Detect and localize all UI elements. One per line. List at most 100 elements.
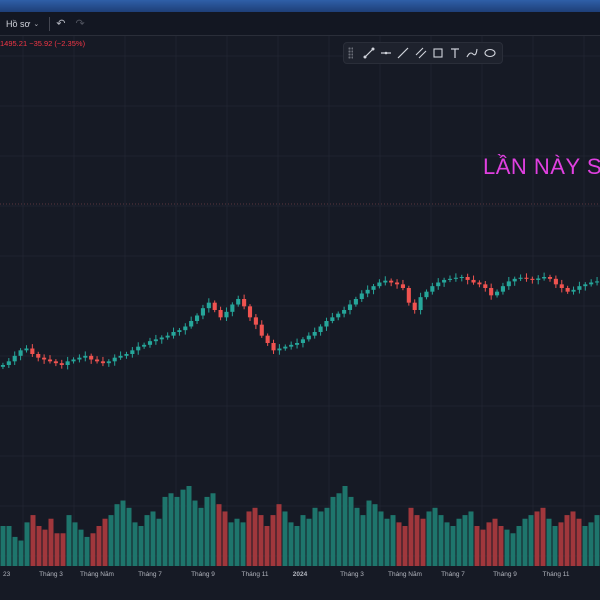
volume-bar: [258, 515, 264, 566]
horizontal-line-icon[interactable]: [378, 44, 394, 62]
candle-body: [571, 289, 576, 292]
candle-body: [230, 304, 235, 312]
volume-bar: [216, 504, 222, 566]
candle-body: [12, 355, 17, 362]
candle-body: [36, 354, 41, 358]
candle-body: [424, 291, 429, 298]
rectangle-icon[interactable]: [430, 44, 446, 62]
volume-bar: [42, 529, 48, 566]
volume-bar: [522, 518, 528, 566]
trend-line-icon[interactable]: [360, 44, 376, 62]
candle-body: [530, 278, 535, 280]
undo-icon[interactable]: ↶: [56, 18, 66, 30]
volume-bar: [306, 518, 312, 566]
profile-label: Hồ sơ: [6, 18, 31, 29]
candle-body: [400, 284, 405, 288]
volume-bar: [564, 515, 570, 566]
volume-bar: [312, 507, 318, 566]
volume-bar: [264, 526, 270, 566]
candle-body: [324, 321, 329, 327]
candle-body: [95, 359, 100, 362]
volume-bar: [192, 500, 198, 566]
candle-body: [418, 297, 423, 310]
volume-bar: [96, 526, 102, 566]
candle-body: [336, 313, 341, 318]
candle-body: [65, 361, 70, 365]
candle-body: [483, 284, 488, 288]
volume-bar: [48, 518, 54, 566]
brush-icon[interactable]: [464, 44, 480, 62]
candle-body: [347, 304, 353, 310]
candle-body: [242, 299, 247, 307]
candle-body: [312, 332, 317, 336]
chart-text-annotation[interactable]: LẦN NÀY S: [483, 154, 600, 179]
volume-bar: [504, 529, 510, 566]
candle-body: [547, 277, 553, 279]
price-change-readout: 1495.21 −35.92 (−2.35%): [0, 39, 86, 48]
profile-dropdown[interactable]: Hồ sơ ⌄: [2, 19, 43, 29]
parallel-channel-icon[interactable]: [412, 44, 428, 62]
candle-body: [459, 277, 464, 278]
redo-icon[interactable]: ↷: [75, 18, 85, 30]
candle-body: [559, 284, 564, 288]
text-icon[interactable]: [447, 44, 463, 62]
volume-bar: [228, 522, 234, 566]
candle-body: [253, 317, 258, 325]
volume-bar: [90, 533, 96, 566]
time-axis-label: 2024: [293, 571, 308, 578]
volume-bar: [210, 493, 216, 566]
candle-body: [0, 365, 6, 367]
volume-bar: [528, 515, 534, 566]
volume-bar: [336, 493, 342, 566]
volume-bar: [126, 507, 132, 566]
candle-body: [42, 357, 47, 360]
candle-body: [200, 308, 205, 316]
candle-body: [506, 281, 511, 287]
time-axis-label: Tháng 9: [493, 571, 517, 578]
volume-bar: [168, 493, 174, 566]
volume-bar: [330, 496, 336, 566]
volume-bar: [54, 533, 60, 566]
drag-handle-icon[interactable]: [348, 47, 354, 59]
volume-bar: [348, 496, 354, 566]
candle-body: [395, 282, 400, 285]
candle-body: [524, 277, 529, 279]
volume-bar: [372, 504, 378, 566]
candle-body: [512, 278, 517, 282]
volume-bar: [510, 533, 516, 566]
ray-icon[interactable]: [395, 44, 411, 62]
volume-bar: [18, 540, 24, 566]
volume-bar: [414, 515, 420, 566]
candle-body: [353, 299, 358, 305]
volume-bar: [294, 526, 300, 566]
ellipse-icon[interactable]: [482, 44, 498, 62]
volume-bar: [384, 518, 390, 566]
volume-bar: [270, 515, 276, 566]
candle-body: [583, 284, 588, 287]
candle-body: [295, 343, 300, 345]
volume-bar: [420, 518, 426, 566]
volume-bar: [462, 515, 468, 566]
candle-body: [518, 277, 523, 279]
chart-area[interactable]: 23 Tháng 3 Tháng Năm Tháng 7 Tháng 9 Tháng 11…: [0, 36, 600, 600]
volume-bar: [390, 515, 396, 566]
volume-bar: [402, 526, 408, 566]
volume-bar: [66, 515, 72, 566]
candle-body: [59, 363, 64, 365]
candle-body: [71, 359, 76, 362]
candlestick-chart[interactable]: 23 Tháng 3 Tháng Năm Tháng 7 Tháng 9 Tháng 11…: [0, 36, 600, 600]
time-axis: [0, 566, 600, 600]
volume-bar: [486, 522, 492, 566]
volume-bar: [102, 518, 108, 566]
candle-body: [30, 348, 35, 354]
volume-bar: [198, 507, 204, 566]
time-axis-label: Tháng 7: [441, 571, 465, 578]
window-top-strip: [0, 0, 600, 12]
volume-bar: [576, 518, 582, 566]
candle-body: [318, 326, 323, 332]
candle-body: [277, 348, 282, 351]
volume-bar: [174, 496, 180, 566]
candle-body: [471, 279, 476, 283]
candle-body: [500, 286, 505, 292]
volume-bar: [360, 515, 366, 566]
